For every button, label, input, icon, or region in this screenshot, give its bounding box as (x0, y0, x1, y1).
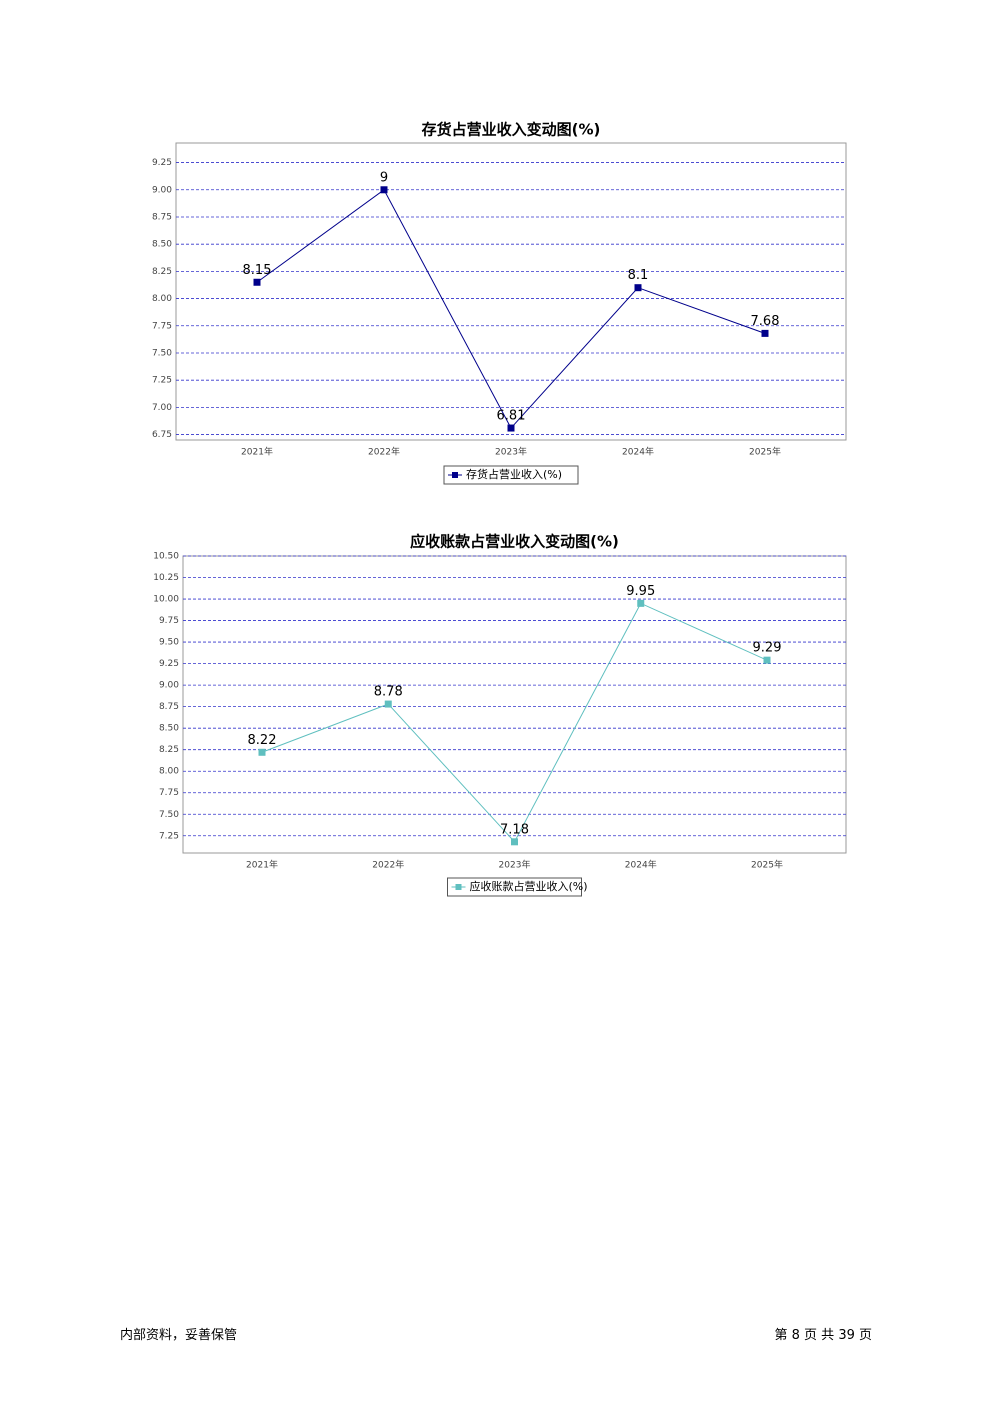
y-tick-label: 7.75 (159, 788, 179, 798)
y-tick-label: 9.75 (159, 616, 179, 626)
point (380, 186, 388, 194)
x-tick-label: 2022年 (372, 859, 404, 871)
chart-title: 应收账款占营业收入变动图(%) (410, 533, 619, 551)
y-tick-label: 8.00 (152, 294, 172, 304)
legend-marker (452, 472, 458, 478)
y-tick-label: 8.50 (152, 240, 172, 250)
point (258, 748, 266, 756)
y-tick-label: 10.25 (153, 573, 179, 583)
data-label: 8.1 (628, 268, 649, 283)
y-tick-label: 10.50 (153, 552, 179, 562)
point (634, 284, 642, 292)
y-tick-label: 9.00 (159, 681, 179, 691)
point (763, 656, 771, 664)
data-label: 7.18 (500, 822, 529, 837)
y-tick-label: 9.25 (152, 158, 172, 168)
legend-label: 应收账款占营业收入(%) (470, 879, 588, 893)
x-tick-label: 2025年 (749, 446, 781, 458)
x-tick-label: 2025年 (751, 859, 783, 871)
y-tick-label: 9.50 (159, 638, 179, 648)
charts: 6.75 7.00 7.25 7.50 7.75 8.00 8.25 8.50 8.75 9.00… (152, 121, 847, 897)
y-tick-label: 8.00 (159, 767, 179, 777)
data-label: 9.29 (753, 641, 782, 656)
y-tick-label: 8.25 (159, 745, 179, 755)
data-label: 8.78 (374, 685, 403, 700)
y-tick-label: 8.25 (152, 267, 172, 277)
footer-left: 内部资料，妥善保管 (120, 1328, 238, 1343)
legend-box (447, 877, 582, 897)
x-tick-label: 2024年 (622, 446, 654, 458)
y-tick-label: 7.00 (152, 403, 172, 413)
x-tick-label: 2023年 (499, 859, 531, 871)
chart-title: 存货占营业收入变动图(%) (422, 121, 601, 139)
plot-area (182, 555, 847, 854)
footer-right: 第 8 页 共 39 页 (774, 1328, 872, 1343)
data-label: 7.68 (751, 314, 780, 329)
y-tick-label: 9.25 (159, 659, 179, 669)
point (761, 329, 769, 337)
point (511, 838, 518, 846)
y-tick-label: 7.50 (159, 810, 179, 820)
legend-box (443, 465, 579, 485)
y-tick-label: 8.50 (159, 724, 179, 734)
point (253, 278, 261, 286)
x-tick-label: 2024年 (625, 859, 657, 871)
x-tick-label: 2021年 (246, 859, 278, 871)
y-tick-label: 9.00 (152, 185, 172, 195)
point (507, 424, 515, 432)
legend-marker (455, 884, 462, 890)
plot-area (175, 142, 847, 441)
y-tick-label: 7.75 (152, 321, 172, 331)
y-tick-label: 8.75 (159, 702, 179, 712)
point (637, 599, 645, 607)
legend-label: 存货占营业收入(%) (466, 467, 562, 481)
y-tick-label: 7.25 (152, 376, 172, 386)
x-tick-label: 2023年 (495, 446, 527, 458)
data-label: 6.81 (497, 409, 526, 424)
y-tick-label: 10.00 (153, 595, 179, 605)
point (384, 700, 392, 708)
data-label: 8.15 (243, 263, 272, 278)
y-tick-label: 7.50 (152, 348, 172, 358)
data-label: 9.95 (626, 584, 655, 599)
data-label: 8.22 (248, 733, 277, 748)
y-tick-label: 8.75 (152, 212, 172, 222)
y-tick-label: 7.25 (159, 831, 179, 841)
y-tick-label: 6.75 (152, 430, 172, 440)
x-tick-label: 2022年 (368, 446, 400, 458)
data-label: 9 (380, 170, 388, 185)
x-tick-label: 2021年 (241, 446, 273, 458)
